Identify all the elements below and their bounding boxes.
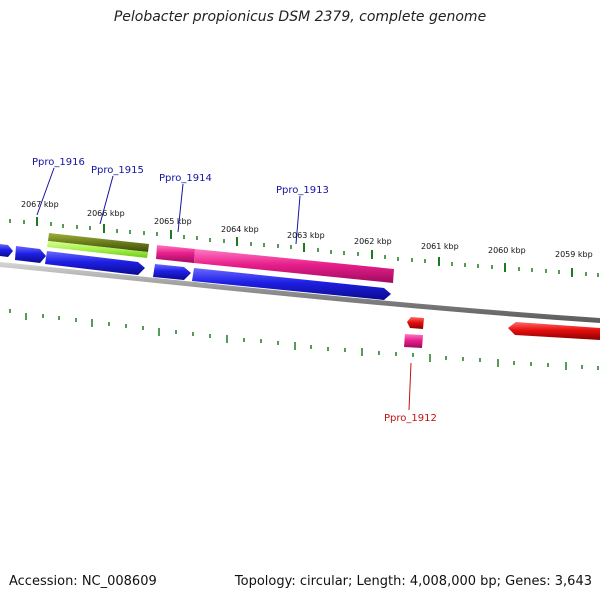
gene-red-1[interactable] xyxy=(407,317,424,329)
leader-line xyxy=(295,195,301,245)
upper-major-ticks xyxy=(36,217,573,277)
kbp-label: 2065 kbp xyxy=(154,217,192,226)
gene-blue-2[interactable] xyxy=(15,246,46,263)
kbp-label: 2060 kbp xyxy=(488,246,526,255)
genome-backbone xyxy=(0,262,600,323)
leader-line xyxy=(36,167,55,216)
gene-blue-3[interactable] xyxy=(45,251,145,275)
accession-text: Accession: NC_008609 xyxy=(9,574,157,589)
gene-red-2[interactable] xyxy=(508,322,600,340)
gene-label-ppro-1913[interactable]: Ppro_1913 xyxy=(276,185,329,196)
kbp-label: 2066 kbp xyxy=(87,209,125,218)
lower-ticks xyxy=(9,309,599,370)
genome-summary-text: Topology: circular; Length: 4,008,000 bp… xyxy=(234,574,592,589)
gene-label-ppro-1915[interactable]: Ppro_1915 xyxy=(91,165,144,176)
leader-line xyxy=(408,362,412,411)
kbp-label: 2061 kbp xyxy=(421,242,459,251)
gene-blue-4[interactable] xyxy=(153,264,191,280)
leader-line xyxy=(177,183,184,233)
gene-blue-5[interactable] xyxy=(192,268,391,300)
gene-label-ppro-1916[interactable]: Ppro_1916 xyxy=(32,157,85,168)
map-title: Pelobacter propionicus DSM 2379, complet… xyxy=(113,9,487,25)
gene-blue-1[interactable] xyxy=(0,244,13,257)
gene-label-ppro-1912[interactable]: Ppro_1912 xyxy=(384,413,437,424)
gene-ppro-1915-olive[interactable] xyxy=(48,233,149,252)
kbp-label: 2062 kbp xyxy=(354,237,392,246)
kbp-label: 2064 kbp xyxy=(221,225,259,234)
kbp-label: 2067 kbp xyxy=(21,200,59,209)
upper-minor-ticks xyxy=(9,219,599,277)
gene-ppro-1914[interactable] xyxy=(156,245,195,263)
gene-ppro-1915-green[interactable] xyxy=(47,241,148,258)
kbp-label: 2063 kbp xyxy=(287,231,325,240)
leader-line xyxy=(99,175,114,225)
gene-ppro-1912[interactable] xyxy=(404,334,423,348)
gene-label-ppro-1914[interactable]: Ppro_1914 xyxy=(159,173,212,184)
gene-ppro-1913[interactable] xyxy=(194,249,394,283)
kbp-label: 2059 kbp xyxy=(555,250,593,259)
